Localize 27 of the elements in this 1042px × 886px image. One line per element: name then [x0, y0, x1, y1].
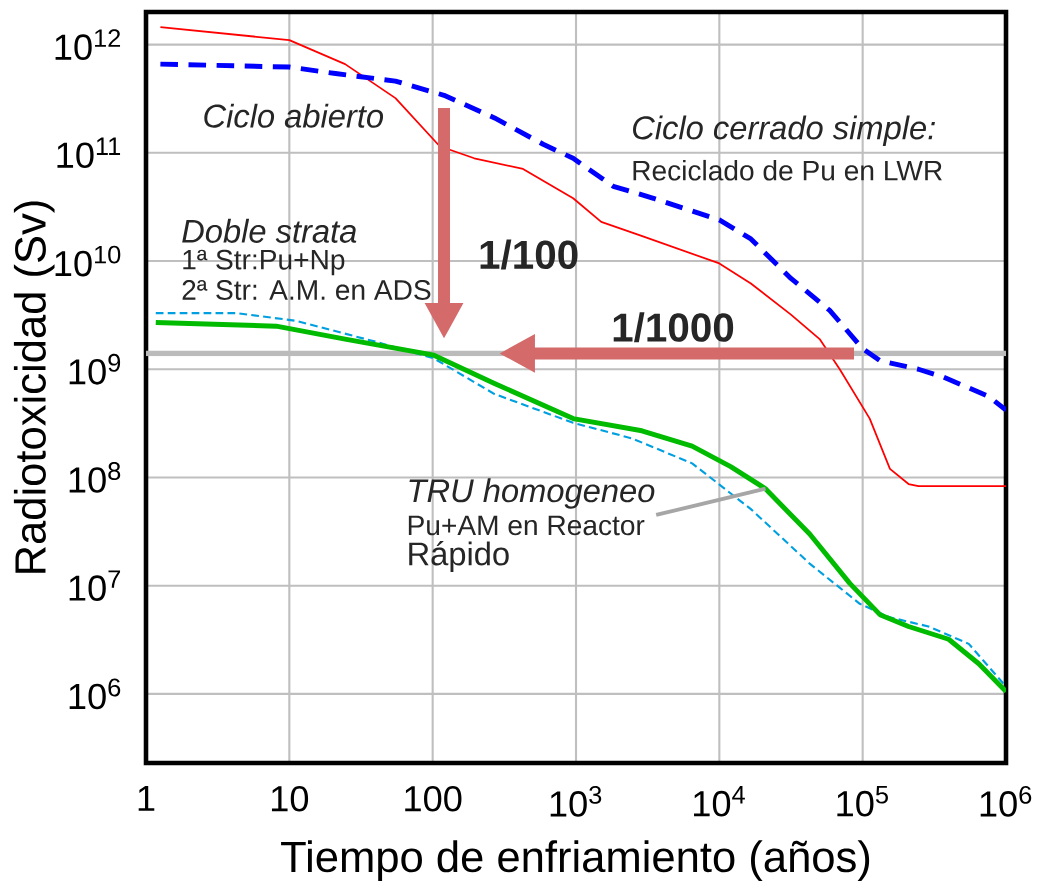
- x-tick-label: 10$^{6}$: [980, 785, 1032, 817]
- x-tick-label: 10$^{4}$: [694, 785, 745, 817]
- y-tick-label: 10$^{8}$: [69, 462, 121, 493]
- y-axis-title: Radiotoxicidad (Sv): [13, 201, 55, 573]
- y-tick-label: 10$^{9}$: [69, 353, 121, 385]
- y-tick-label: 10$^{11}$: [57, 137, 121, 169]
- annotation: 1/1000: [613, 312, 734, 343]
- annotation: TRU homogeneo: [409, 478, 655, 509]
- annotation: Rápido: [409, 541, 509, 572]
- y-tick-label: 10$^{10}$: [55, 245, 121, 277]
- text: Doble strata: [182, 218, 357, 243]
- y-tick-label: 10$^{6}$: [69, 678, 121, 710]
- y-tick-label: 10$^{12}$: [55, 29, 121, 60]
- annotation: 2ª Str: A.M. en ADS: [182, 280, 431, 300]
- x-tick-label: 10$^{3}$: [550, 785, 602, 817]
- x-tick-label: 10: [271, 785, 309, 812]
- x-axis-title: Tiempo de enfriamiento (años): [281, 840, 870, 881]
- series-label: Ciclo abierto: [204, 103, 384, 128]
- annotation: Pu+AM en Reactor: [408, 515, 645, 536]
- annotation: Reciclado de Pu en LWR: [633, 159, 942, 181]
- x-tick-label: 1: [138, 785, 155, 811]
- series-label: Ciclo cerrado simple:: [633, 115, 935, 146]
- x-tick-label: 10$^{5}$: [837, 785, 888, 817]
- x-tick-label: 100: [405, 785, 462, 812]
- y-tick-label: 10$^{7}$: [69, 570, 121, 601]
- annotation: 1/100: [480, 239, 578, 270]
- annotation: 1ª Str:Pu+Np: [183, 249, 345, 276]
